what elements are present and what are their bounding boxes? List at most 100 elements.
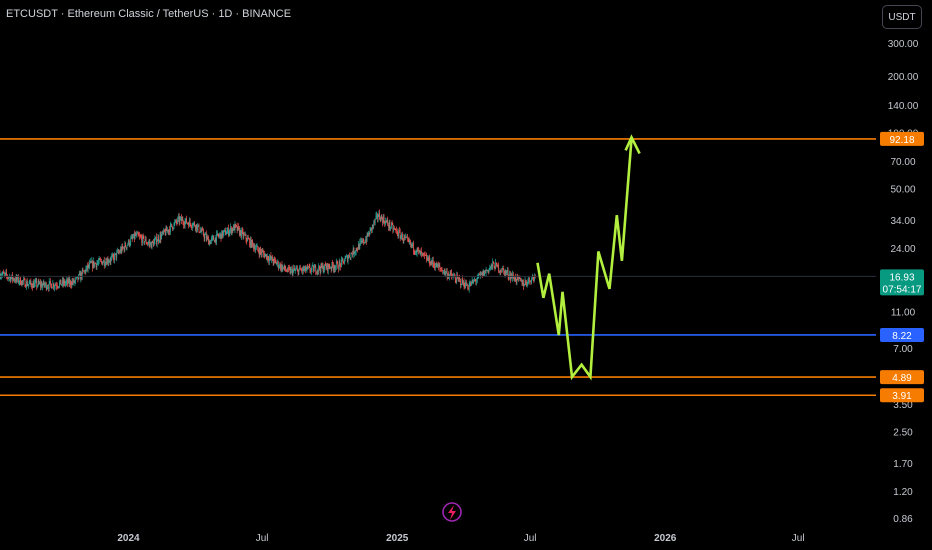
candle-body: [338, 268, 339, 270]
candle-body: [157, 237, 159, 242]
x-tick-label: 2024: [117, 533, 140, 544]
candle-body: [173, 223, 175, 229]
candle-body: [39, 282, 41, 284]
candle-body: [524, 280, 526, 285]
candle-body: [96, 263, 98, 267]
candle-body: [385, 220, 387, 222]
candle-body: [469, 282, 471, 286]
candle-body: [482, 270, 484, 277]
candle-body: [162, 231, 164, 233]
candle-body: [353, 248, 355, 254]
candle-body: [412, 243, 414, 247]
candle-body: [378, 213, 380, 217]
candle-body: [365, 239, 367, 243]
candle-body: [358, 244, 360, 249]
candle-body: [324, 264, 326, 266]
lightning-icon[interactable]: [442, 502, 462, 522]
candle-body: [323, 269, 325, 272]
candle-body: [280, 264, 281, 270]
candle-body: [516, 275, 518, 282]
candle-body: [435, 262, 437, 267]
candle-body: [394, 228, 396, 230]
candle-body: [356, 248, 358, 250]
candle-body: [360, 241, 361, 243]
candle-body: [106, 259, 108, 265]
candle-body: [89, 262, 90, 267]
candle-body: [166, 227, 168, 232]
candle-body: [120, 249, 122, 253]
candle-body: [398, 230, 400, 236]
candle-body: [221, 230, 223, 239]
price-badge-label: 8.22: [892, 331, 912, 342]
candle-body: [288, 267, 289, 269]
candle-body: [187, 222, 189, 224]
candle-body: [421, 253, 423, 254]
candle-body: [196, 224, 198, 230]
candle-body: [341, 258, 343, 260]
candle-body: [201, 229, 203, 232]
candle-body: [340, 263, 342, 267]
candle-body: [194, 226, 196, 229]
currency-button[interactable]: USDT: [882, 5, 922, 29]
candle-body: [387, 220, 389, 225]
candle-body: [4, 273, 6, 274]
candle-body: [183, 224, 185, 226]
candle-body: [299, 267, 301, 270]
candle-body: [291, 268, 293, 275]
candle-body: [525, 280, 527, 283]
candle-body: [64, 280, 65, 285]
candle-body: [347, 257, 349, 262]
candle-body: [388, 224, 389, 228]
y-tick-label: 7.00: [893, 344, 913, 355]
candle-body: [304, 266, 306, 269]
candle-body: [245, 234, 247, 240]
candle-body: [424, 255, 426, 256]
candle-body: [352, 248, 354, 256]
candle-body: [153, 242, 154, 246]
candle-body: [136, 232, 138, 234]
candle-body: [349, 257, 351, 259]
candle-body: [114, 254, 115, 261]
candle-body: [81, 272, 82, 278]
candle-body: [451, 273, 452, 276]
candle-body: [364, 242, 366, 244]
candle-body: [449, 272, 451, 275]
candle-body: [125, 243, 126, 247]
candle-body: [325, 265, 327, 269]
candle-body: [121, 245, 123, 253]
candle-body: [500, 270, 502, 272]
candle-body: [319, 269, 321, 272]
candle-body: [374, 218, 376, 223]
candle-body: [473, 280, 474, 283]
candle-body: [123, 247, 124, 249]
candle-body: [510, 274, 512, 280]
candle-body: [367, 233, 369, 236]
candle-body: [153, 241, 155, 246]
candle-body: [139, 236, 141, 237]
candle-body: [456, 275, 458, 283]
candle-body: [276, 263, 278, 265]
candle-body: [515, 276, 516, 281]
candle-body: [342, 258, 344, 261]
candle-body: [519, 277, 521, 279]
horizontal-levels[interactable]: [0, 138, 876, 397]
candle-body: [16, 276, 18, 280]
candle-body: [330, 267, 332, 269]
candle-body: [406, 237, 408, 239]
candle-body: [282, 266, 284, 271]
candle-body: [30, 280, 32, 284]
candle-body: [198, 224, 200, 232]
candle-body: [56, 286, 58, 288]
candle-body: [192, 223, 194, 227]
candle-body: [167, 229, 169, 232]
candle-body: [148, 242, 150, 244]
candle-body: [189, 220, 190, 227]
x-axis[interactable]: 2024 Jul 2025 Jul 2026 Jul: [117, 533, 804, 544]
candle-body: [188, 223, 190, 227]
candle-body: [523, 284, 525, 287]
candle-body: [305, 269, 307, 271]
candle-body: [49, 281, 51, 282]
candle-body: [72, 281, 74, 283]
candle-body: [204, 235, 206, 239]
